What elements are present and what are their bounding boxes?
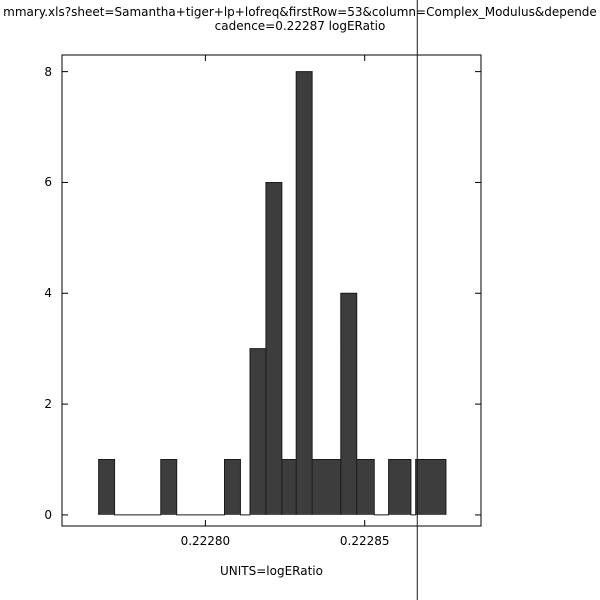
- plot-frame: [61, 54, 482, 527]
- plot-header: mmary.xls?sheet=Samantha+tiger+lp+lofreq…: [0, 5, 600, 33]
- plot-subtitle: cadence=0.22287 logERatio: [214, 19, 386, 33]
- plot-title: mmary.xls?sheet=Samantha+tiger+lp+lofreq…: [3, 5, 597, 19]
- histogram-bars: [98, 71, 447, 516]
